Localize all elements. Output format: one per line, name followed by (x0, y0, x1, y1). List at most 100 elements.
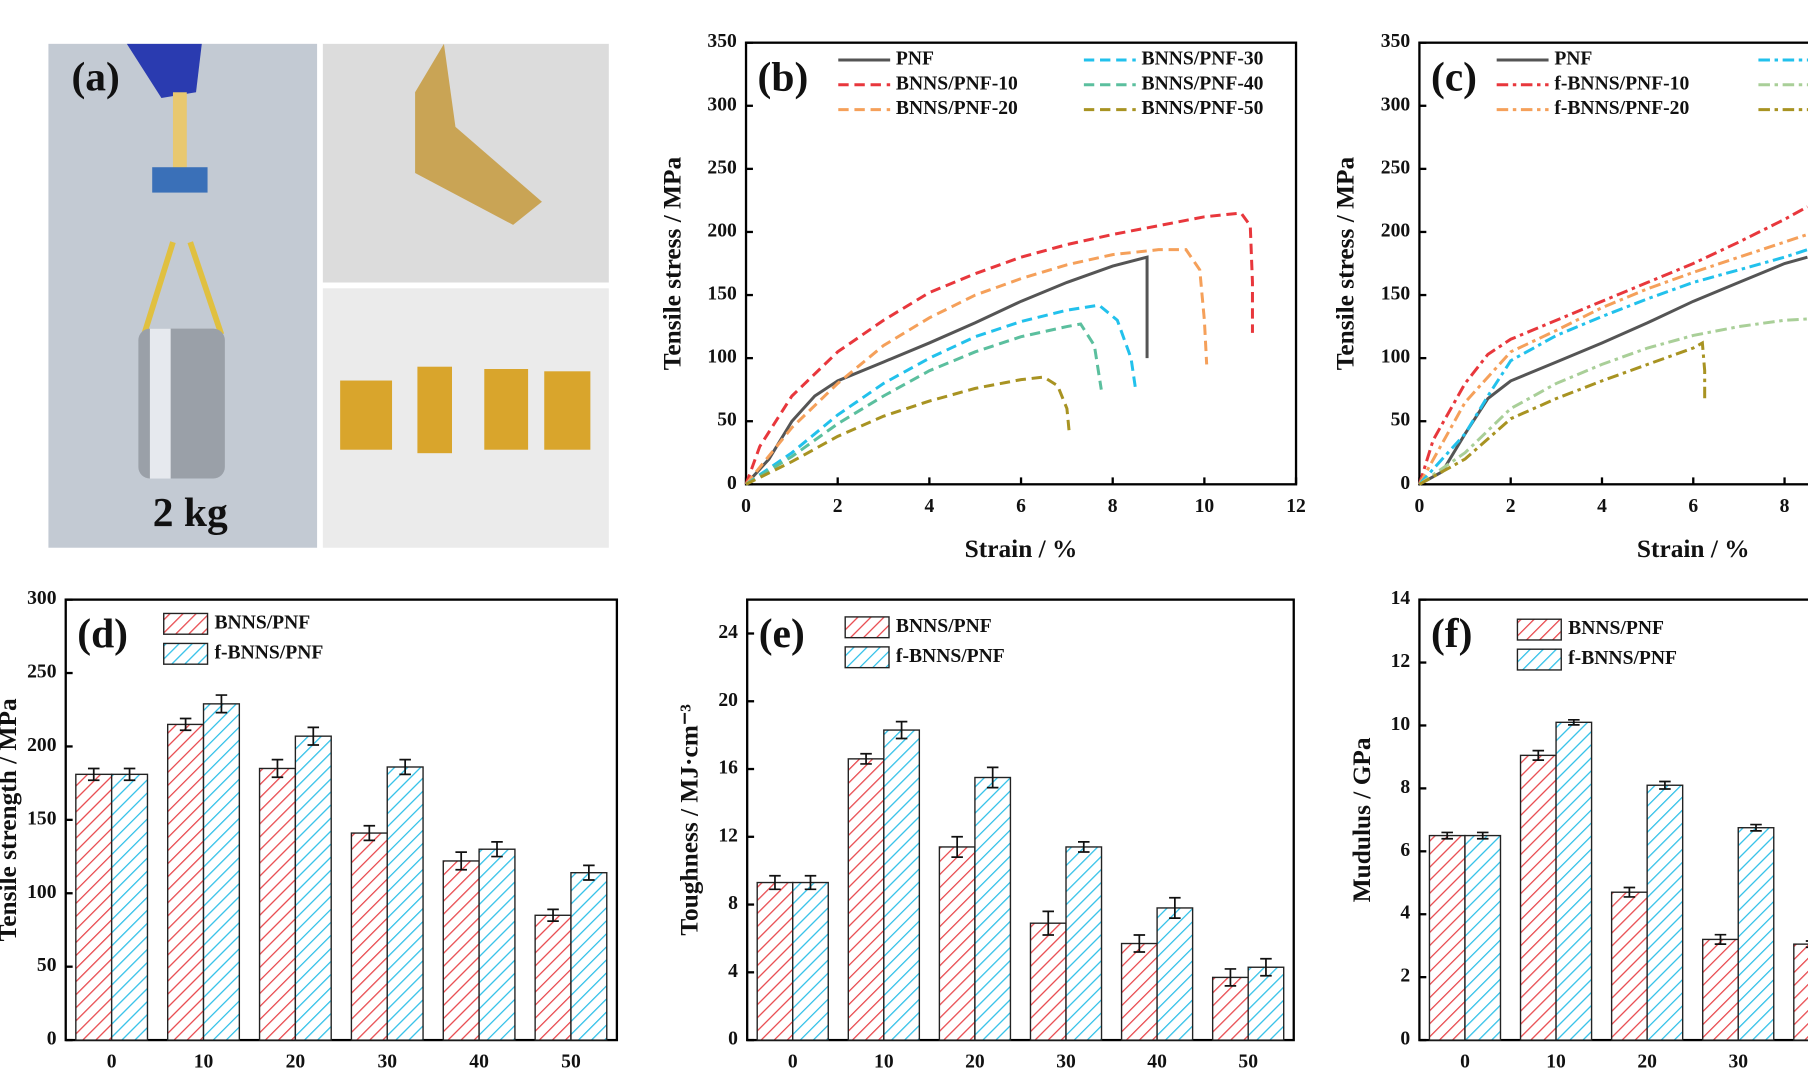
bar (1555, 721, 1593, 1041)
y-tick-label: 8 (728, 893, 738, 914)
y-tick-label: 100 (707, 347, 737, 368)
x-tick-label: 12 (1286, 496, 1306, 517)
legend-label: f-BNNS/PNF (1568, 648, 1677, 669)
clip (152, 167, 208, 193)
x-tick-label: 0 (107, 1052, 117, 1073)
y-axis-label: Tensile stress / MPa (1332, 156, 1360, 370)
bar (442, 860, 480, 1041)
y-tick-label: 8 (1400, 777, 1410, 798)
bar (1156, 907, 1194, 1041)
photo-panel: (a) 2 kg (48, 43, 609, 548)
bar (1610, 891, 1648, 1041)
x-tick-label: 4 (924, 496, 934, 517)
x-tick-label: 50 (561, 1052, 581, 1073)
bar (570, 872, 608, 1041)
x-tick-label: 40 (469, 1052, 489, 1073)
y-tick-label: 0 (1400, 473, 1410, 494)
bar (847, 758, 885, 1041)
photo-caption: 2 kg (153, 489, 228, 535)
error-bar (1476, 831, 1489, 840)
error-bar (1169, 896, 1181, 919)
error-bar (87, 767, 100, 782)
y-tick-label: 200 (27, 735, 57, 756)
error-bar (1532, 749, 1545, 761)
bar (166, 723, 205, 1041)
bar (1793, 943, 1808, 1041)
series-line (744, 211, 1254, 485)
error-bar (860, 752, 872, 765)
error-bar (1750, 823, 1762, 832)
error-bar (271, 758, 284, 779)
x-tick-label: 4 (1597, 496, 1607, 517)
letters (340, 366, 591, 454)
bar (1428, 834, 1466, 1041)
y-tick-label: 4 (1400, 903, 1410, 924)
x-tick-label: 10 (1546, 1052, 1566, 1073)
bar (1646, 784, 1684, 1041)
x-axis-label: Strain / % (1637, 535, 1750, 563)
legend-swatch (844, 646, 890, 669)
y-tick-label: 12 (1391, 651, 1411, 672)
error-bar (583, 864, 595, 881)
x-tick-label: 20 (965, 1052, 985, 1073)
bar (1120, 942, 1158, 1041)
bar (1519, 754, 1557, 1041)
bar (258, 767, 297, 1041)
y-tick-label: 150 (707, 284, 737, 305)
y-tick-label: 4 (728, 961, 738, 982)
x-axis-label: Mass fraction of fillers / wt% (862, 1091, 1178, 1092)
series-line (1418, 248, 1808, 486)
y-tick-label: 300 (1381, 94, 1411, 115)
legend-label: BNNS/PNF-20 (896, 98, 1018, 119)
panel-label: (c) (1431, 53, 1477, 100)
panel-label: (b) (758, 53, 809, 100)
y-axis-label: Tensile strength / MPa (0, 698, 22, 941)
x-tick-label: 6 (1688, 496, 1698, 517)
plot-frame (64, 598, 619, 1042)
error-bar (215, 694, 228, 714)
x-axis-label: Mass fraction of fillers / wt% (1535, 1091, 1808, 1092)
y-tick-label: 200 (707, 220, 737, 241)
x-tick-label: 0 (741, 496, 751, 517)
x-tick-label: 20 (1637, 1052, 1657, 1073)
error-bar (1623, 886, 1636, 898)
series-line (1418, 255, 1808, 486)
bar (1464, 834, 1502, 1041)
series-line (1418, 317, 1808, 486)
y-tick-label: 24 (718, 622, 738, 643)
x-tick-label: 8 (1780, 496, 1790, 517)
bar (1029, 922, 1067, 1041)
x-tick-label: 8 (1108, 496, 1118, 517)
error-bar (986, 766, 999, 789)
legend-label: BNNS/PNF (1568, 618, 1664, 639)
legend-label: PNF (1554, 48, 1592, 69)
plot-frame (1418, 598, 1808, 1042)
y-tick-label: 0 (728, 1029, 738, 1050)
legend-swatch (163, 642, 209, 665)
series-line (745, 322, 1103, 486)
legend-label: f-BNNS/PNF (896, 646, 1005, 667)
bar (938, 846, 976, 1041)
bar (1737, 827, 1775, 1041)
y-tick-label: 12 (718, 825, 738, 846)
bar (294, 735, 332, 1041)
y-axis-label: Toughness / MJ·cm⁻³ (676, 704, 704, 936)
bar (756, 881, 794, 1041)
x-tick-label: 6 (1016, 496, 1026, 517)
bar (1211, 976, 1249, 1041)
panel-label: (f) (1431, 610, 1472, 657)
bar (202, 703, 241, 1041)
bar (1065, 846, 1103, 1041)
strap (141, 241, 225, 336)
bar (1702, 938, 1739, 1041)
error-bar (804, 874, 817, 891)
error-bar (1260, 957, 1272, 977)
series-line (1417, 205, 1808, 485)
bar (883, 729, 921, 1041)
error-bar (179, 717, 192, 732)
y-tick-label: 350 (1381, 31, 1411, 52)
y-tick-label: 20 (718, 690, 738, 711)
legend-label: PNF (896, 48, 934, 69)
x-tick-label: 10 (874, 1052, 894, 1073)
